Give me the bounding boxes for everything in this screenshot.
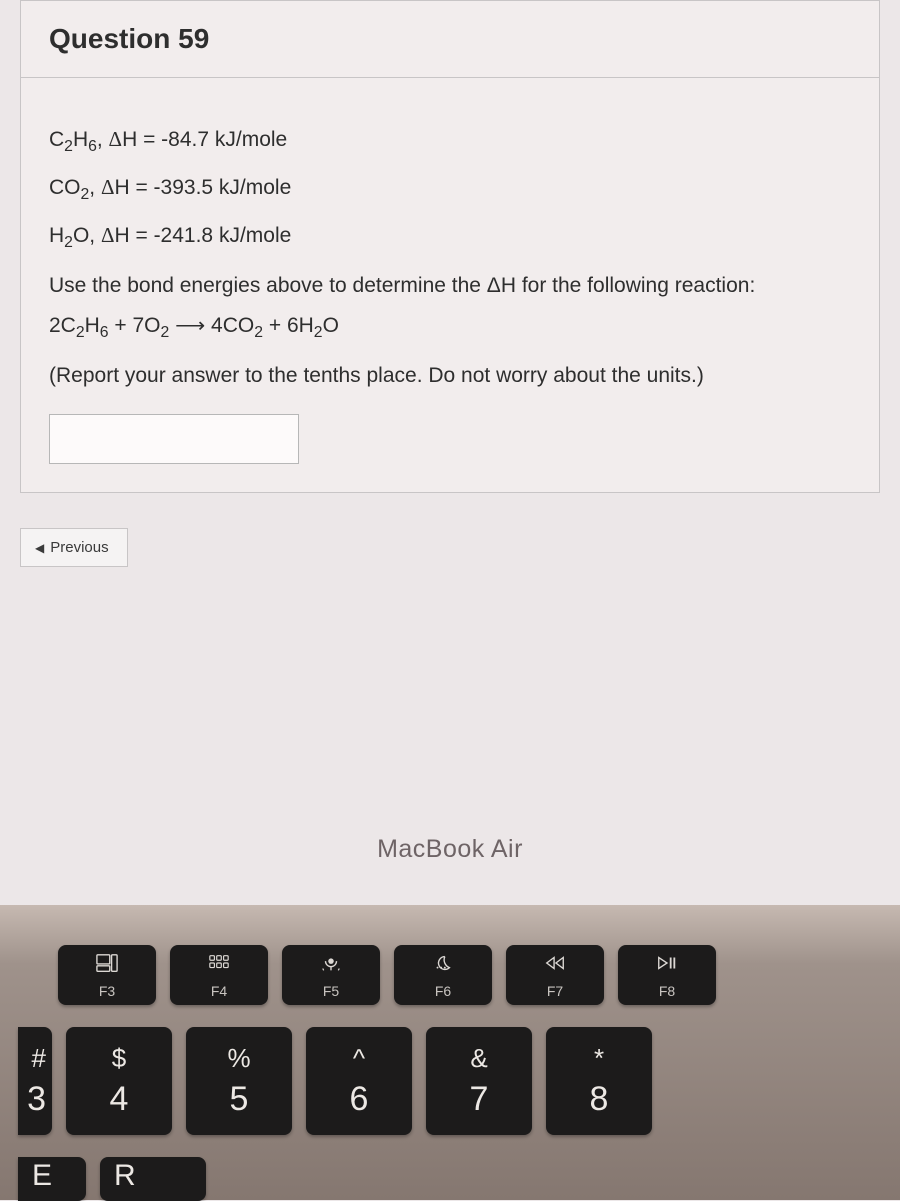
f8-key[interactable]: F8 <box>618 945 716 1005</box>
key-r[interactable]: R <box>100 1157 206 1201</box>
dictation-icon <box>320 951 342 975</box>
key-5[interactable]: % 5 <box>186 1027 292 1135</box>
keyboard: F3 F4 F5 F6 F7 <box>0 905 900 1200</box>
question-title: Question 59 <box>49 23 851 55</box>
f7-key[interactable]: F7 <box>506 945 604 1005</box>
key-8[interactable]: * 8 <box>546 1027 652 1135</box>
letter-key-row: E R <box>0 1157 900 1201</box>
f6-key[interactable]: F6 <box>394 945 492 1005</box>
enthalpy-line-3: H2O, ΔH = -241.8 kJ/mole <box>49 216 851 258</box>
chevron-left-icon: ◀ <box>35 541 44 555</box>
question-body: C2H6, ΔH = -84.7 kJ/mole CO2, ΔH = -393.… <box>21 78 879 492</box>
playpause-icon <box>656 951 678 975</box>
previous-button[interactable]: ◀ Previous <box>20 528 128 567</box>
question-card: Question 59 C2H6, ΔH = -84.7 kJ/mole CO2… <box>20 0 880 493</box>
key-e[interactable]: E <box>18 1157 86 1201</box>
function-key-row: F3 F4 F5 F6 F7 <box>40 945 900 1005</box>
dnd-icon <box>432 951 454 975</box>
answer-input[interactable] <box>49 414 299 464</box>
key-3[interactable]: # 3 <box>18 1027 52 1135</box>
f4-key[interactable]: F4 <box>170 945 268 1005</box>
f3-key[interactable]: F3 <box>58 945 156 1005</box>
enthalpy-line-2: CO2, ΔH = -393.5 kJ/mole <box>49 168 851 210</box>
key-4[interactable]: $ 4 <box>66 1027 172 1135</box>
instruction-text: Use the bond energies above to determine… <box>49 266 851 306</box>
rewind-icon <box>544 951 566 975</box>
nav-row: ◀ Previous <box>20 528 880 567</box>
launchpad-icon <box>208 951 230 975</box>
key-6[interactable]: ^ 6 <box>306 1027 412 1135</box>
previous-label: Previous <box>50 539 108 556</box>
report-instruction: (Report your answer to the tenths place.… <box>49 356 851 396</box>
number-key-row: # 3 $ 4 % 5 ^ 6 & 7 * 8 <box>0 1027 900 1135</box>
reaction-equation: 2C2H6 + 7O2 ⟶ 4CO2 + 6H2O <box>49 306 851 348</box>
question-header: Question 59 <box>21 1 879 78</box>
mission-control-icon <box>96 951 118 975</box>
laptop-brand-label: MacBook Air <box>0 835 900 864</box>
f5-key[interactable]: F5 <box>282 945 380 1005</box>
enthalpy-line-1: C2H6, ΔH = -84.7 kJ/mole <box>49 120 851 162</box>
key-7[interactable]: & 7 <box>426 1027 532 1135</box>
